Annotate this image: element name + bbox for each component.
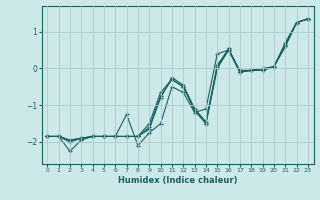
X-axis label: Humidex (Indice chaleur): Humidex (Indice chaleur) [118, 176, 237, 185]
